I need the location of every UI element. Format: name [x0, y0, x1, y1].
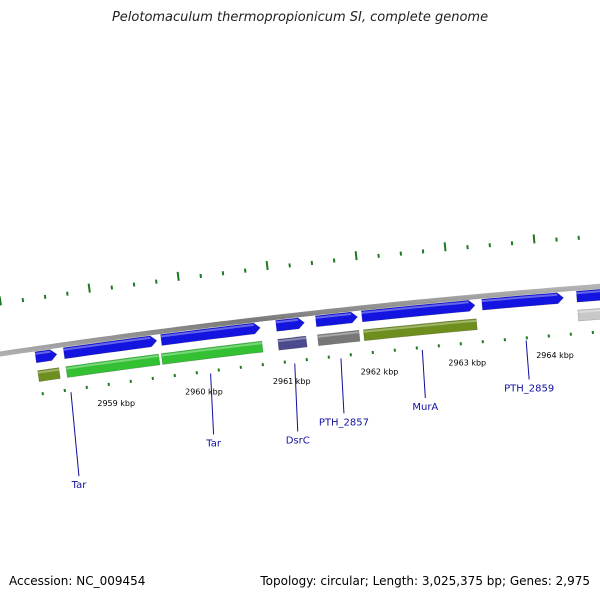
gene-sheen — [315, 313, 352, 319]
gene-sheen — [65, 354, 159, 370]
kbp-tick-label: 2960 kbp — [185, 388, 223, 397]
outer-major-tick — [176, 271, 180, 281]
gene-sheen — [63, 336, 151, 351]
gene-sheen — [317, 331, 360, 338]
outer-minor-tick — [66, 291, 69, 296]
outer-minor-tick — [110, 285, 114, 290]
genome-summary-text: Topology: circular; Length: 3,025,375 bp… — [260, 574, 590, 588]
accession-text: Accession: NC_009454 — [9, 574, 146, 588]
outer-minor-tick — [43, 294, 47, 299]
genome-backbone — [0, 283, 600, 357]
gene-arrow-g7[interactable] — [481, 292, 564, 311]
gene-arrow-r1[interactable] — [37, 367, 61, 382]
gene-arrow-r4[interactable] — [277, 335, 308, 351]
gene-label-g7[interactable]: PTH_2859 — [504, 383, 554, 394]
gene-label-layer: Tar Tar DsrC PTH_2857 MurA PTH_2859 — [70, 340, 554, 491]
gene-arrow-r3[interactable] — [160, 340, 264, 365]
gene-sheen — [277, 337, 307, 343]
outer-major-tick — [354, 251, 358, 261]
gene-sheen — [481, 293, 558, 303]
gene-sheen — [361, 301, 469, 314]
kbp-tick-label: 2961 kbp — [273, 377, 311, 386]
gene-sheen — [577, 309, 600, 314]
gene-arrow-g6[interactable] — [360, 299, 476, 323]
diagram-title: Pelotomaculum thermopropionicum SI, comp… — [111, 10, 489, 25]
gene-label-leader — [421, 349, 426, 398]
outer-major-tick — [265, 260, 269, 271]
gene-label-g6[interactable]: MurA — [412, 402, 438, 413]
kbp-tick-label: 2959 kbp — [97, 399, 135, 408]
gene-label-leader — [210, 373, 215, 435]
gene-label-leader — [525, 340, 530, 380]
gene-sheen — [275, 318, 299, 324]
gene-sheen — [37, 368, 60, 374]
gene-label-g5[interactable]: PTH_2857 — [319, 417, 369, 428]
gene-arrow-g5[interactable] — [314, 311, 358, 328]
gene-arrow-r6[interactable] — [362, 318, 478, 342]
gene-arrow-g1[interactable] — [34, 349, 58, 364]
gene-label-g4[interactable]: DsrC — [286, 435, 310, 446]
kbp-tick-marks: 2959 kbp 2960 kbp 2961 kbp 2962 kbp 2963 kbp… — [41, 330, 594, 408]
gene-layer — [34, 288, 600, 382]
gene-label-leader — [70, 392, 80, 477]
outer-minor-tick — [132, 282, 136, 287]
gene-label-g2[interactable]: Tar — [71, 480, 88, 491]
gene-arrow-g8[interactable] — [575, 288, 600, 303]
gene-label-g3[interactable]: Tar — [205, 439, 222, 450]
gene-sheen — [161, 342, 263, 357]
kbp-tick-label: 2962 kbp — [361, 367, 399, 376]
gene-sheen — [363, 319, 477, 333]
gene-sheen — [160, 324, 254, 338]
outer-major-tick — [87, 283, 91, 293]
outer-major-tick — [443, 242, 447, 252]
gene-arrow-r7[interactable] — [577, 306, 600, 322]
outer-major-tick — [532, 234, 536, 244]
gene-sheen — [576, 290, 600, 295]
gene-label-leader — [340, 358, 345, 414]
kbp-tick-label: 2964 kbp — [536, 351, 574, 360]
gene-sheen — [35, 350, 51, 355]
outer-tick-marks — [0, 234, 580, 306]
gene-arrow-r2[interactable] — [65, 353, 161, 378]
outer-major-tick — [0, 296, 2, 306]
gene-arrow-g4[interactable] — [275, 317, 305, 332]
outer-minor-tick — [155, 279, 158, 284]
gene-arrow-r5[interactable] — [317, 329, 361, 347]
kbp-tick-label: 2963 kbp — [448, 359, 486, 368]
gene-arrow-g2[interactable] — [62, 335, 158, 360]
gene-arrow-g3[interactable] — [160, 322, 261, 346]
outer-minor-tick — [21, 297, 25, 303]
gene-label-leader — [294, 363, 299, 432]
